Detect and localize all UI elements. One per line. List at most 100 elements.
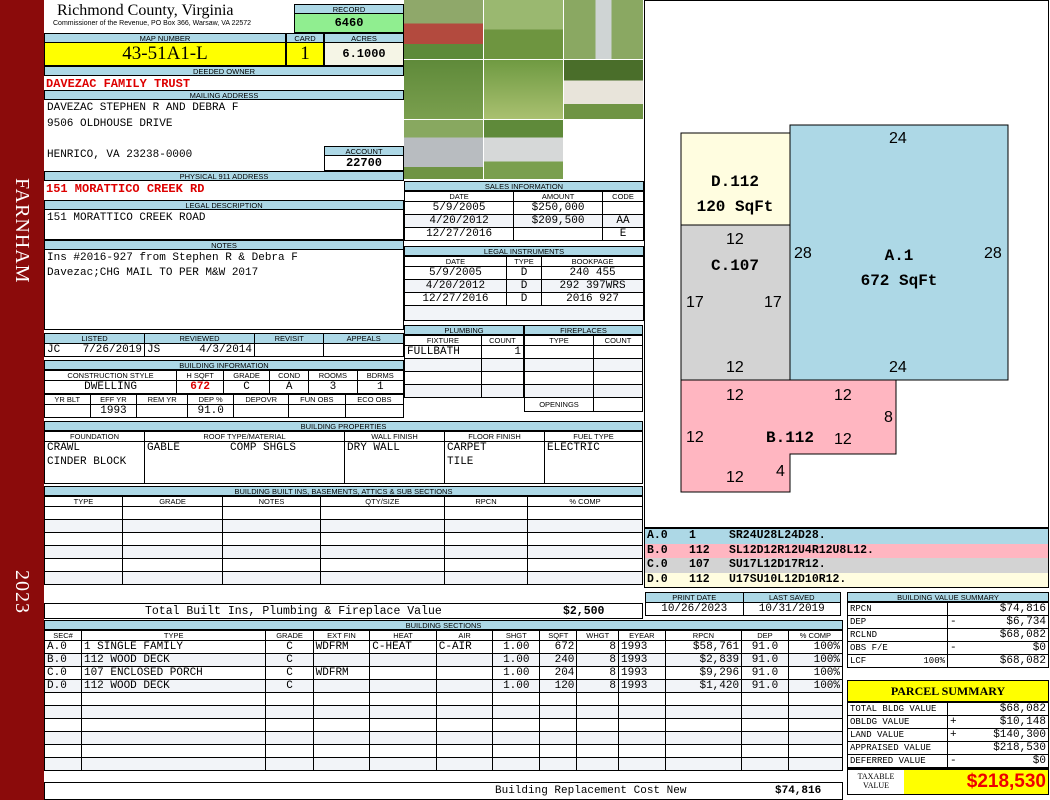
taxable-value: $218,530 — [904, 770, 1048, 794]
empty-cell — [492, 757, 541, 771]
table-row: RPCN $74,816 — [847, 602, 1049, 616]
table-cell: 100% — [787, 640, 844, 654]
empty-cell — [664, 718, 743, 732]
taxable-label: TAXABLE VALUE — [857, 772, 895, 790]
account-label: ACCOUNT — [324, 146, 404, 156]
empty-row — [44, 558, 643, 572]
empty-cell — [576, 731, 619, 745]
section-c[interactable] — [680, 224, 791, 381]
property-photo[interactable] — [404, 60, 483, 119]
property-photo[interactable] — [484, 120, 563, 179]
summary-label: DEP — [847, 615, 948, 629]
summary-amount: $6,734 — [1006, 616, 1046, 628]
building-info-value: C — [223, 380, 271, 394]
column-header: GRADE — [223, 370, 271, 381]
notes-line1: Ins #2016-927 from Stephen R & Debra F — [47, 252, 298, 264]
table-row: OBS F/E - $0 — [847, 641, 1049, 655]
empty-cell — [787, 705, 844, 719]
empty-cell — [222, 506, 321, 520]
section-b[interactable] — [680, 379, 897, 493]
table-cell: C — [265, 640, 314, 654]
empty-cell — [80, 692, 267, 706]
property-photo[interactable] — [404, 120, 483, 179]
table-cell: WDFRM — [312, 666, 371, 680]
empty-cell — [44, 545, 123, 559]
empty-cell — [265, 718, 314, 732]
property-photo[interactable] — [484, 0, 563, 59]
property-photo[interactable] — [404, 0, 483, 59]
record-box: RECORD 6460 — [294, 4, 404, 33]
table-cell: $250,000 — [513, 201, 603, 215]
empty-cell — [435, 705, 494, 719]
empty-cell — [44, 506, 123, 520]
property-photo[interactable] — [484, 60, 563, 119]
empty-cell — [576, 744, 619, 758]
empty-cell — [787, 744, 844, 758]
empty-row — [44, 571, 643, 585]
legend-sec: C.0 — [647, 558, 668, 571]
summary-label-text: RPCN — [850, 604, 872, 614]
notes-box: Ins #2016-927 from Stephen R & Debra F D… — [44, 250, 404, 330]
column-header: DATE — [404, 256, 507, 267]
empty-cell — [664, 757, 743, 771]
print-date: 10/26/2023 — [645, 602, 744, 616]
table-cell: $1,420 — [664, 679, 743, 693]
acres-value: 6.1000 — [324, 42, 404, 66]
section-a-area: 672 SqFt — [861, 272, 938, 290]
empty-cell — [44, 718, 82, 732]
sketch-legend-row: B.0 112 SL12D12R12U4R12U8L12. — [645, 543, 1048, 558]
empty-row — [44, 757, 844, 771]
last-saved: 10/31/2019 — [742, 602, 841, 616]
column-header: ROOMS — [308, 370, 358, 381]
property-photo[interactable] — [564, 60, 643, 119]
dim: 4 — [776, 463, 785, 480]
empty-cell — [576, 692, 619, 706]
column-header: COND — [269, 370, 310, 381]
empty-cell — [539, 744, 578, 758]
header-row: SEC# TYPE GRADE EXT FIN HEAT AIR SHGT SQFT WHGT E… — [44, 630, 844, 641]
notes-label: NOTES — [44, 240, 404, 250]
empty-cell — [435, 692, 494, 706]
building-info-value — [287, 404, 346, 418]
summary-pct: 100% — [923, 656, 945, 666]
properties-label: BUILDING PROPERTIES — [44, 421, 643, 431]
empty-cell — [319, 532, 445, 546]
empty-cell — [664, 692, 743, 706]
table-cell: C.0 — [44, 666, 82, 680]
empty-cell — [121, 519, 224, 533]
mailing-line3: HENRICO, VA 23238-0000 — [47, 149, 193, 161]
building-info-label: BUILDING INFORMATION — [44, 360, 404, 370]
table-cell: 12/27/2016 — [403, 227, 515, 241]
floor-2: TILE — [447, 456, 474, 468]
summary-label: RCLND — [847, 628, 948, 642]
section-a[interactable] — [789, 124, 1009, 381]
column-header: REM YR — [136, 394, 188, 405]
section-d[interactable] — [680, 132, 791, 226]
header-row: DATE AMOUNT CODE — [403, 191, 645, 202]
column-header: RPCN — [443, 496, 529, 507]
dim: 12 — [834, 387, 852, 404]
empty-cell — [80, 757, 267, 771]
empty-cell — [369, 757, 437, 771]
empty-cell — [527, 558, 643, 572]
column-header: HEAT — [369, 630, 437, 641]
summary-label-text: RCLND — [850, 630, 878, 640]
table-cell: C — [265, 679, 314, 693]
table-cell — [369, 679, 437, 693]
county-title: Richmond County, Virginia — [57, 2, 234, 19]
col-listed: LISTED — [44, 333, 145, 344]
table-row: 5/9/2005 D 240 455 — [404, 266, 644, 280]
empty-cell — [44, 731, 82, 745]
col-fixture: FIXTURE — [404, 335, 482, 346]
column-header: DEPOVR — [233, 394, 289, 405]
empty-cell — [312, 718, 371, 732]
table-cell: C — [265, 653, 314, 667]
table-row: 4/20/2012 D 292 397WRS — [404, 279, 644, 293]
table-cell: 4/20/2012 — [403, 214, 515, 228]
property-photo[interactable] — [564, 0, 643, 59]
empty-cell — [222, 571, 321, 585]
record-value: 6460 — [294, 14, 404, 33]
sales-table: SALES INFORMATION DATE AMOUNT CODE 5/9/2005… — [403, 181, 645, 241]
parcel-value: $218,530 — [947, 741, 1049, 755]
table-cell — [513, 227, 603, 241]
